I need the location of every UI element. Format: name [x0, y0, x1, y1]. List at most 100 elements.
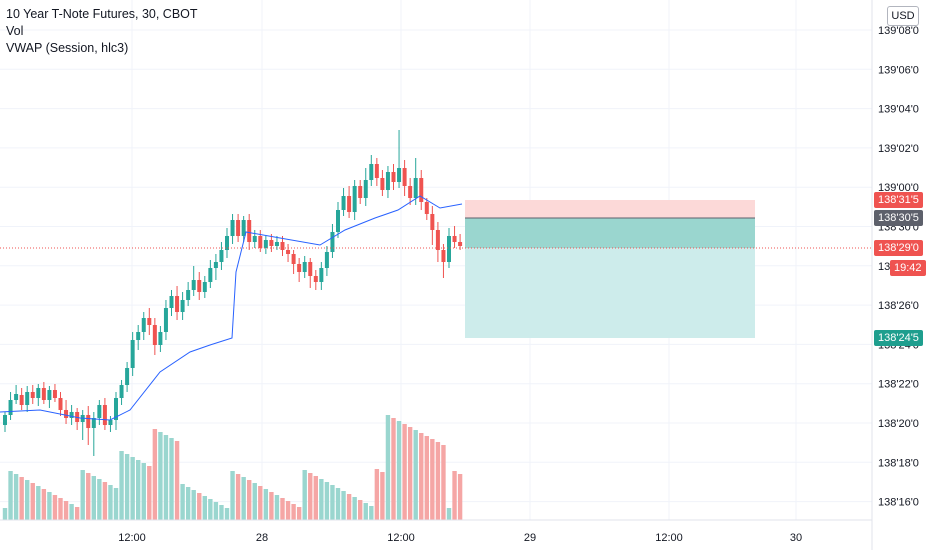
volume-bar — [13, 474, 19, 520]
volume-bar — [74, 507, 80, 520]
candle-body — [324, 252, 329, 268]
candle-body — [97, 405, 102, 418]
volume-bar — [58, 498, 63, 520]
candle-body — [236, 220, 241, 236]
currency-button[interactable]: USD — [887, 6, 919, 26]
legend-vol[interactable]: Vol — [6, 24, 24, 38]
chart-legend: 10 Year T-Note Futures, 30, CBOT Vol VWA… — [6, 6, 198, 57]
candle-body — [435, 230, 440, 250]
volume-bar — [163, 435, 169, 520]
volume-bar — [208, 499, 213, 520]
candle-body — [308, 262, 313, 276]
candle-body — [274, 242, 279, 246]
candle-body — [3, 415, 7, 425]
candle-body — [208, 268, 213, 282]
candle-body — [352, 186, 357, 212]
volume-bar — [385, 415, 391, 520]
y-tick-label: 139'02'0 — [878, 143, 919, 155]
volume-bar — [274, 495, 280, 520]
y-tick-label: 138'20'0 — [878, 418, 919, 430]
volume-bar — [180, 484, 185, 520]
volume-bar — [330, 485, 335, 520]
candle-body — [358, 186, 363, 198]
x-tick-label: 28 — [256, 532, 268, 544]
candle-body — [363, 180, 368, 198]
candle-body — [191, 280, 196, 290]
volume-bar — [124, 454, 130, 520]
candle-body — [263, 240, 268, 248]
volume-bar — [136, 460, 141, 520]
volume-bar — [119, 451, 124, 520]
volume-bar — [169, 438, 174, 520]
volume-bar — [30, 483, 35, 520]
volume-bar — [335, 488, 341, 520]
candle-body — [452, 236, 457, 242]
candle-body — [86, 415, 91, 428]
candle-body — [369, 164, 374, 180]
candle-body — [169, 296, 174, 308]
candle-body — [219, 250, 224, 262]
symbol-title[interactable]: 10 Year T-Note Futures, 30, CBOT — [6, 7, 198, 21]
candle-body — [341, 196, 346, 210]
target-price-tag: 138'24'5 — [874, 330, 923, 346]
volume-bar — [424, 436, 429, 520]
candle-body — [302, 262, 307, 272]
volume-bar — [269, 492, 274, 520]
candle-body — [14, 394, 19, 400]
candle-body — [441, 250, 446, 262]
volume-bar — [341, 491, 346, 520]
candle-body — [336, 210, 340, 232]
volume-bar — [8, 471, 13, 520]
candle-body — [380, 178, 385, 190]
candle-body — [114, 398, 118, 420]
vwap-line — [0, 195, 463, 421]
stop-zone — [465, 200, 755, 218]
legend-vwap[interactable]: VWAP (Session, hlc3) — [6, 41, 129, 55]
candle-body — [313, 276, 318, 282]
y-tick-label: 138'16'0 — [878, 497, 919, 509]
volume-bar — [241, 477, 246, 520]
candlestick-series — [3, 130, 463, 456]
candle-body — [180, 300, 185, 312]
short-position-tool[interactable] — [465, 200, 755, 338]
volume-bar — [419, 433, 424, 520]
last-price-tag: 138'29'0 — [874, 240, 923, 256]
candle-body — [252, 236, 257, 242]
volume-bar — [413, 430, 418, 520]
volume-bar — [291, 504, 296, 520]
volume-bar — [302, 470, 307, 520]
volume-bar — [457, 474, 463, 520]
candle-body — [213, 262, 218, 268]
profit-zone-filled — [465, 218, 755, 248]
x-tick-label: 12:00 — [387, 532, 415, 544]
candle-body — [147, 318, 152, 325]
volume-bar — [391, 418, 396, 520]
volume-bar — [235, 474, 241, 520]
candle-body — [119, 385, 124, 398]
candle-body — [447, 236, 451, 262]
volume-bar — [185, 487, 191, 520]
volume-bar — [80, 470, 85, 520]
candle-body — [19, 395, 24, 405]
profit-zone — [465, 248, 755, 338]
volume-bars — [2, 415, 463, 520]
volume-bar — [452, 471, 457, 520]
y-tick-label: 139'06'0 — [878, 64, 919, 76]
candle-body — [374, 164, 379, 178]
candle-body — [319, 268, 324, 282]
x-tick-label: 29 — [524, 532, 536, 544]
volume-bar — [174, 441, 180, 520]
volume-bar — [147, 466, 152, 520]
volume-bar — [213, 502, 219, 520]
volume-bar — [219, 505, 224, 520]
volume-bar — [324, 482, 330, 520]
volume-bar — [247, 480, 252, 520]
y-tick-label: 139'04'0 — [878, 104, 919, 116]
volume-bar — [296, 507, 302, 520]
candle-body — [91, 418, 96, 428]
volume-bar — [263, 489, 269, 520]
volume-bar — [258, 486, 263, 520]
candle-body — [64, 410, 69, 418]
candle-body — [58, 398, 63, 410]
